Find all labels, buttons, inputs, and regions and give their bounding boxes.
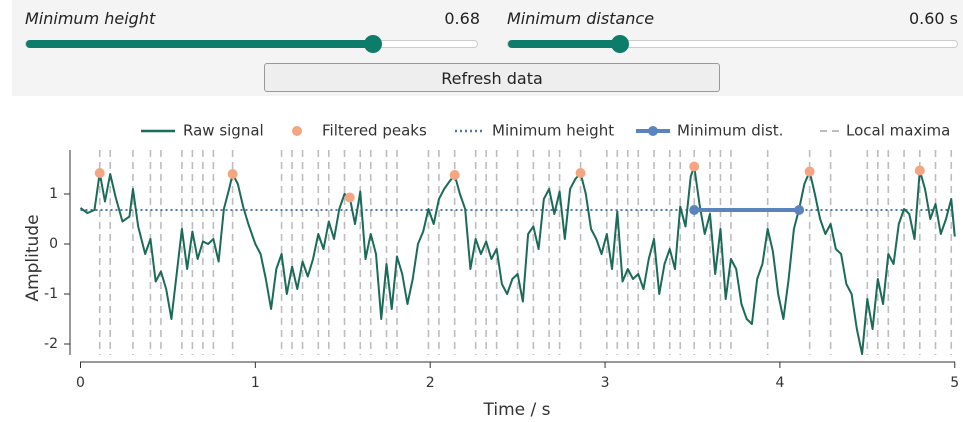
legend-swatch (292, 126, 302, 136)
min-distance-end (689, 205, 700, 215)
slider-track[interactable] (25, 35, 478, 53)
slider-label: Minimum height (25, 9, 156, 28)
y-tick-label: -2 (44, 336, 58, 352)
slider-track[interactable] (507, 35, 958, 53)
slider-label: Minimum distance (507, 9, 655, 28)
legend-label: Minimum dist. (677, 122, 783, 140)
y-axis-label: Amplitude (23, 214, 43, 301)
y-tick-label: 1 (49, 186, 58, 202)
x-tick-label: 1 (251, 375, 260, 391)
y-tick-label: 0 (49, 236, 58, 252)
refresh-button[interactable]: Refresh data (264, 63, 720, 92)
x-axis-label: Time / s (483, 400, 551, 420)
slider-fill (26, 40, 374, 48)
filtered-peak (575, 168, 586, 178)
min-distance-end (794, 205, 805, 215)
x-tick-label: 5 (950, 375, 959, 391)
filtered-peak (344, 192, 355, 203)
filtered-peak (804, 166, 815, 177)
legend-swatch (648, 126, 658, 136)
filtered-peak (94, 168, 105, 178)
x-tick-label: 2 (426, 375, 435, 391)
filtered-peak (449, 170, 460, 180)
slider-value: 0.68 (444, 9, 480, 28)
legend-label: Filtered peaks (322, 122, 427, 140)
slider-value: 0.60 s (908, 9, 958, 28)
y-tick-label: -1 (44, 286, 58, 302)
slider-knob[interactable] (364, 35, 383, 53)
x-tick-label: 0 (76, 375, 85, 391)
x-tick-label: 3 (601, 375, 610, 391)
raw-signal (79, 165, 956, 355)
filtered-peak (914, 165, 925, 176)
x-tick-label: 4 (775, 375, 784, 391)
legend-label: Local maxima (846, 122, 950, 140)
filtered-peak (689, 161, 700, 172)
slider-knob[interactable] (611, 35, 630, 53)
slider-fill (508, 40, 621, 48)
legend-label: Raw signal (183, 122, 264, 140)
legend-label: Minimum height (492, 122, 614, 140)
filtered-peak (227, 169, 238, 179)
